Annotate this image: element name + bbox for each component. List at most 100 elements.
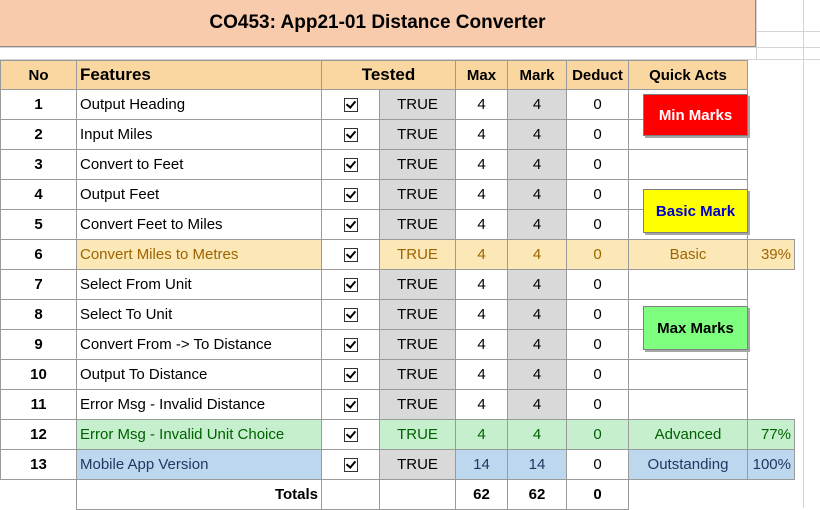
blank-cell [747, 269, 795, 300]
tested-value: TRUE [379, 269, 456, 300]
checkbox-checked-icon [343, 458, 358, 473]
max-marks-button[interactable]: Max Marks [643, 306, 748, 350]
mark-value[interactable]: 4 [507, 329, 567, 360]
level-outstanding-label: Outstanding [628, 449, 748, 480]
table-row: 11 Error Msg - Invalid Distance TRUE 4 4… [0, 389, 795, 420]
tested-checkbox[interactable] [321, 89, 380, 120]
tested-checkbox[interactable] [321, 329, 380, 360]
level-basic-percent: 39% [747, 239, 795, 270]
feature-name: Output Heading [76, 89, 322, 120]
mark-value[interactable]: 4 [507, 269, 567, 300]
mark-value[interactable]: 4 [507, 389, 567, 420]
deduct-value: 0 [566, 329, 629, 360]
tested-checkbox[interactable] [321, 209, 380, 240]
tested-value: TRUE [379, 359, 456, 390]
max-value: 4 [455, 209, 508, 240]
sheet-title: CO453: App21-01 Distance Converter [0, 0, 756, 47]
tested-value: TRUE [379, 449, 456, 480]
max-value: 4 [455, 179, 508, 210]
tested-checkbox[interactable] [321, 419, 380, 450]
mark-value[interactable]: 4 [507, 419, 567, 450]
max-value: 4 [455, 149, 508, 180]
min-marks-button[interactable]: Min Marks [643, 94, 748, 136]
tested-value: TRUE [379, 89, 456, 120]
level-outstanding-percent: 100% [747, 449, 795, 480]
tested-checkbox[interactable] [321, 269, 380, 300]
level-advanced-percent: 77% [747, 419, 795, 450]
header-features: Features [76, 60, 322, 90]
row-number: 1 [0, 89, 77, 120]
mark-value[interactable]: 4 [507, 209, 567, 240]
quick-acts-cell [628, 359, 748, 390]
row-number: 10 [0, 359, 77, 390]
gridline [803, 0, 804, 508]
gridline [756, 0, 757, 60]
table-row: 6 Convert Miles to Metres TRUE 4 4 0 Bas… [0, 239, 795, 270]
checkbox-checked-icon [343, 308, 358, 323]
feature-name: Output To Distance [76, 359, 322, 390]
tested-checkbox[interactable] [321, 239, 380, 270]
row-number: 4 [0, 179, 77, 210]
tested-checkbox[interactable] [321, 149, 380, 180]
max-value: 4 [455, 359, 508, 390]
max-value: 4 [455, 269, 508, 300]
checkbox-checked-icon [343, 278, 358, 293]
tested-checkbox[interactable] [321, 449, 380, 480]
row-number: 12 [0, 419, 77, 450]
tested-checkbox[interactable] [321, 179, 380, 210]
checkbox-checked-icon [343, 128, 358, 143]
blank-cell [747, 119, 795, 150]
mark-value[interactable]: 4 [507, 89, 567, 120]
mark-value[interactable]: 4 [507, 359, 567, 390]
total-max: 62 [455, 479, 508, 510]
blank-cell [747, 149, 795, 180]
feature-name: Convert to Feet [76, 149, 322, 180]
max-value: 4 [455, 419, 508, 450]
deduct-value: 0 [566, 89, 629, 120]
checkbox-checked-icon [343, 248, 358, 263]
blank-cell [0, 479, 77, 510]
mark-value[interactable]: 4 [507, 299, 567, 330]
header-deduct: Deduct [566, 60, 629, 90]
checkbox-checked-icon [343, 398, 358, 413]
level-basic-label: Basic [628, 239, 748, 270]
blank-cell [747, 299, 795, 330]
deduct-value: 0 [566, 389, 629, 420]
mark-value[interactable]: 4 [507, 119, 567, 150]
tested-checkbox[interactable] [321, 299, 380, 330]
tested-value: TRUE [379, 179, 456, 210]
mark-value[interactable]: 4 [507, 149, 567, 180]
blank-cell [747, 179, 795, 210]
table-row: 9 Convert From -> To Distance TRUE 4 4 0 [0, 329, 795, 360]
blank-cell [747, 329, 795, 360]
tested-checkbox[interactable] [321, 389, 380, 420]
feature-name: Select From Unit [76, 269, 322, 300]
blank-cell [628, 479, 748, 510]
checkbox-checked-icon [343, 428, 358, 443]
tested-checkbox[interactable] [321, 119, 380, 150]
deduct-value: 0 [566, 209, 629, 240]
deduct-value: 0 [566, 419, 629, 450]
blank-cell [747, 89, 795, 120]
feature-name: Convert From -> To Distance [76, 329, 322, 360]
mark-value[interactable]: 4 [507, 239, 567, 270]
feature-name: Convert Feet to Miles [76, 209, 322, 240]
basic-mark-button[interactable]: Basic Mark [643, 189, 748, 233]
deduct-value: 0 [566, 239, 629, 270]
total-mark: 62 [507, 479, 567, 510]
gridline [0, 47, 820, 48]
blank-cell [747, 209, 795, 240]
marking-grid: No Features Tested Max Mark Deduct Quick… [0, 60, 795, 510]
table-row: 7 Select From Unit TRUE 4 4 0 [0, 269, 795, 300]
max-value: 4 [455, 329, 508, 360]
tested-checkbox[interactable] [321, 359, 380, 390]
header-tested: Tested [321, 60, 456, 90]
mark-value[interactable]: 4 [507, 179, 567, 210]
row-number: 7 [0, 269, 77, 300]
tested-value: TRUE [379, 329, 456, 360]
mark-value[interactable]: 14 [507, 449, 567, 480]
feature-name: Input Miles [76, 119, 322, 150]
row-number: 9 [0, 329, 77, 360]
checkbox-checked-icon [343, 218, 358, 233]
blank-cell [747, 389, 795, 420]
